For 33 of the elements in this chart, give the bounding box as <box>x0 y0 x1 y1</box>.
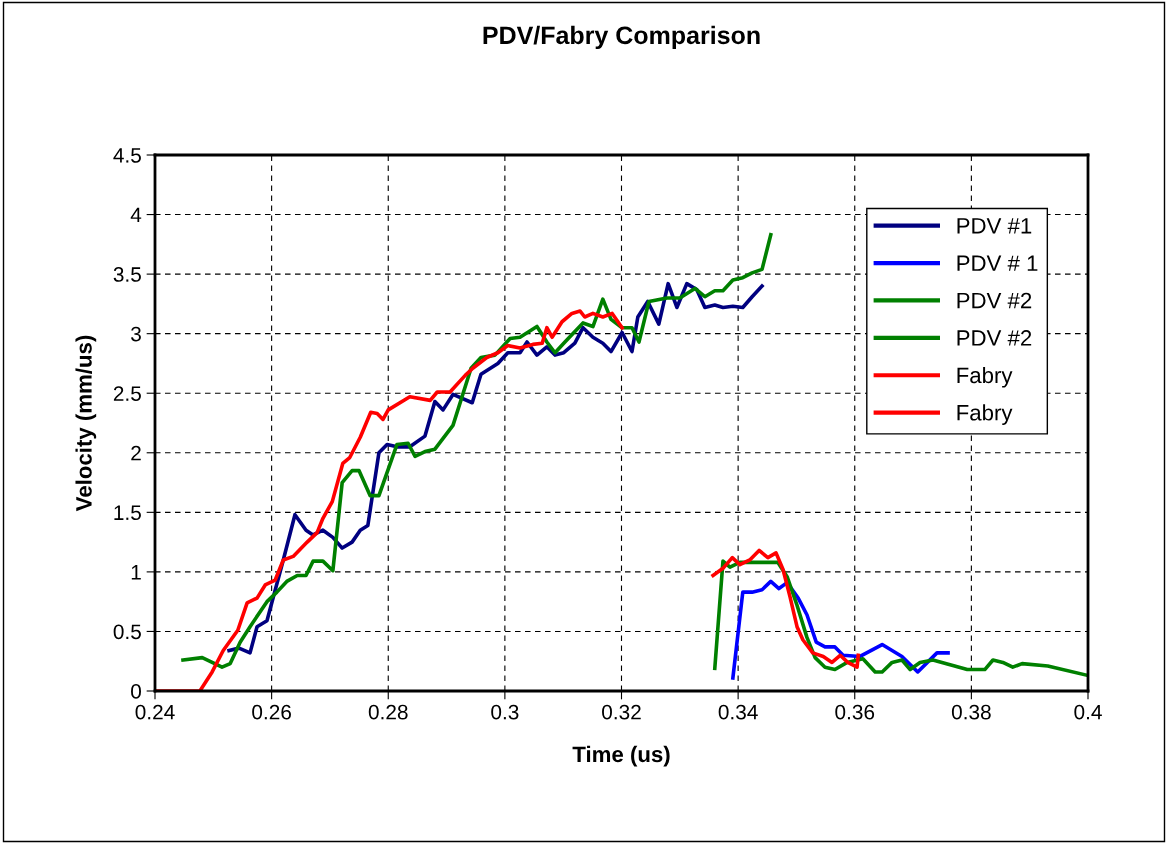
line-series <box>181 232 773 669</box>
x-tick-label: 0.24 <box>135 704 175 720</box>
y-tick-label: 1.5 <box>114 505 141 521</box>
y-tick-label: 3 <box>131 326 141 342</box>
x-tick-label: 0.34 <box>718 704 758 720</box>
x-tick-label: 0.3 <box>491 704 519 720</box>
x-tick-label: 0.36 <box>835 704 875 720</box>
chart-title: PDV/Fabry Comparison <box>483 25 760 50</box>
y-tick-label: 2 <box>131 445 141 461</box>
y-tick-label: 4 <box>130 207 142 223</box>
line-series <box>712 559 1088 678</box>
y-tick-label: 3.5 <box>113 267 141 282</box>
legend-label: Fabry <box>957 404 1013 425</box>
legend-label: PDV #1 <box>957 218 1032 234</box>
line-series <box>155 309 624 691</box>
legend-label: PDV #2 <box>957 292 1032 309</box>
x-axis-title: Time (us) <box>572 745 670 767</box>
line-series <box>731 579 950 680</box>
x-tick-label: 0.4 <box>1074 704 1102 720</box>
y-axis-title: Velocity (mm/us) <box>75 335 97 512</box>
x-tick-label: 0.26 <box>252 704 291 720</box>
y-tick-label: 4.5 <box>113 148 141 163</box>
legend-label: PDV # 1 <box>957 255 1038 271</box>
line-series <box>711 548 861 669</box>
legend-label: Fabry <box>957 366 1013 388</box>
y-tick-label: 1 <box>131 565 141 580</box>
x-tick-label: 0.38 <box>951 704 991 720</box>
x-tick-label: 0.28 <box>368 704 408 720</box>
y-tick-label: 0 <box>131 684 141 699</box>
legend-label: PDV #2 <box>957 330 1032 346</box>
x-tick-label: 0.32 <box>602 704 641 720</box>
y-tick-label: 2.5 <box>113 386 141 401</box>
y-tick-label: 0.5 <box>113 624 141 640</box>
